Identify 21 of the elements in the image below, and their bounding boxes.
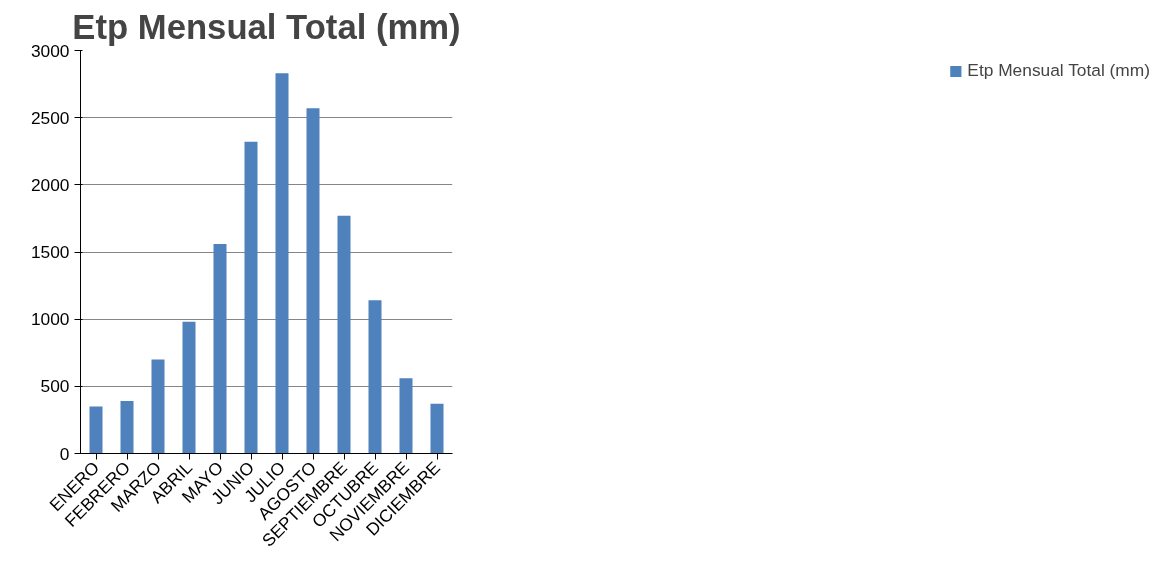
bar	[213, 243, 227, 454]
y-tick-label: 2000	[30, 174, 70, 195]
chart-title: Etp Mensual Total (mm)	[72, 7, 461, 46]
bar	[430, 403, 444, 454]
bar	[89, 406, 103, 454]
bar	[337, 215, 351, 454]
bar	[182, 321, 196, 454]
y-tick-label: 2500	[30, 107, 70, 128]
y-tick-label: 500	[40, 376, 70, 397]
bar	[151, 359, 165, 454]
bar	[244, 141, 258, 454]
bar	[368, 300, 382, 454]
bar	[399, 378, 413, 454]
y-tick-label: 3000	[30, 40, 70, 61]
y-tick-label: 1500	[30, 242, 70, 262]
y-tick-label: 1000	[30, 309, 70, 330]
y-tick-label: 0	[59, 443, 70, 464]
bar	[306, 108, 320, 454]
bar	[120, 401, 134, 454]
bar	[275, 73, 289, 454]
legend-label: Etp Mensual Total (mm)	[967, 60, 1150, 81]
